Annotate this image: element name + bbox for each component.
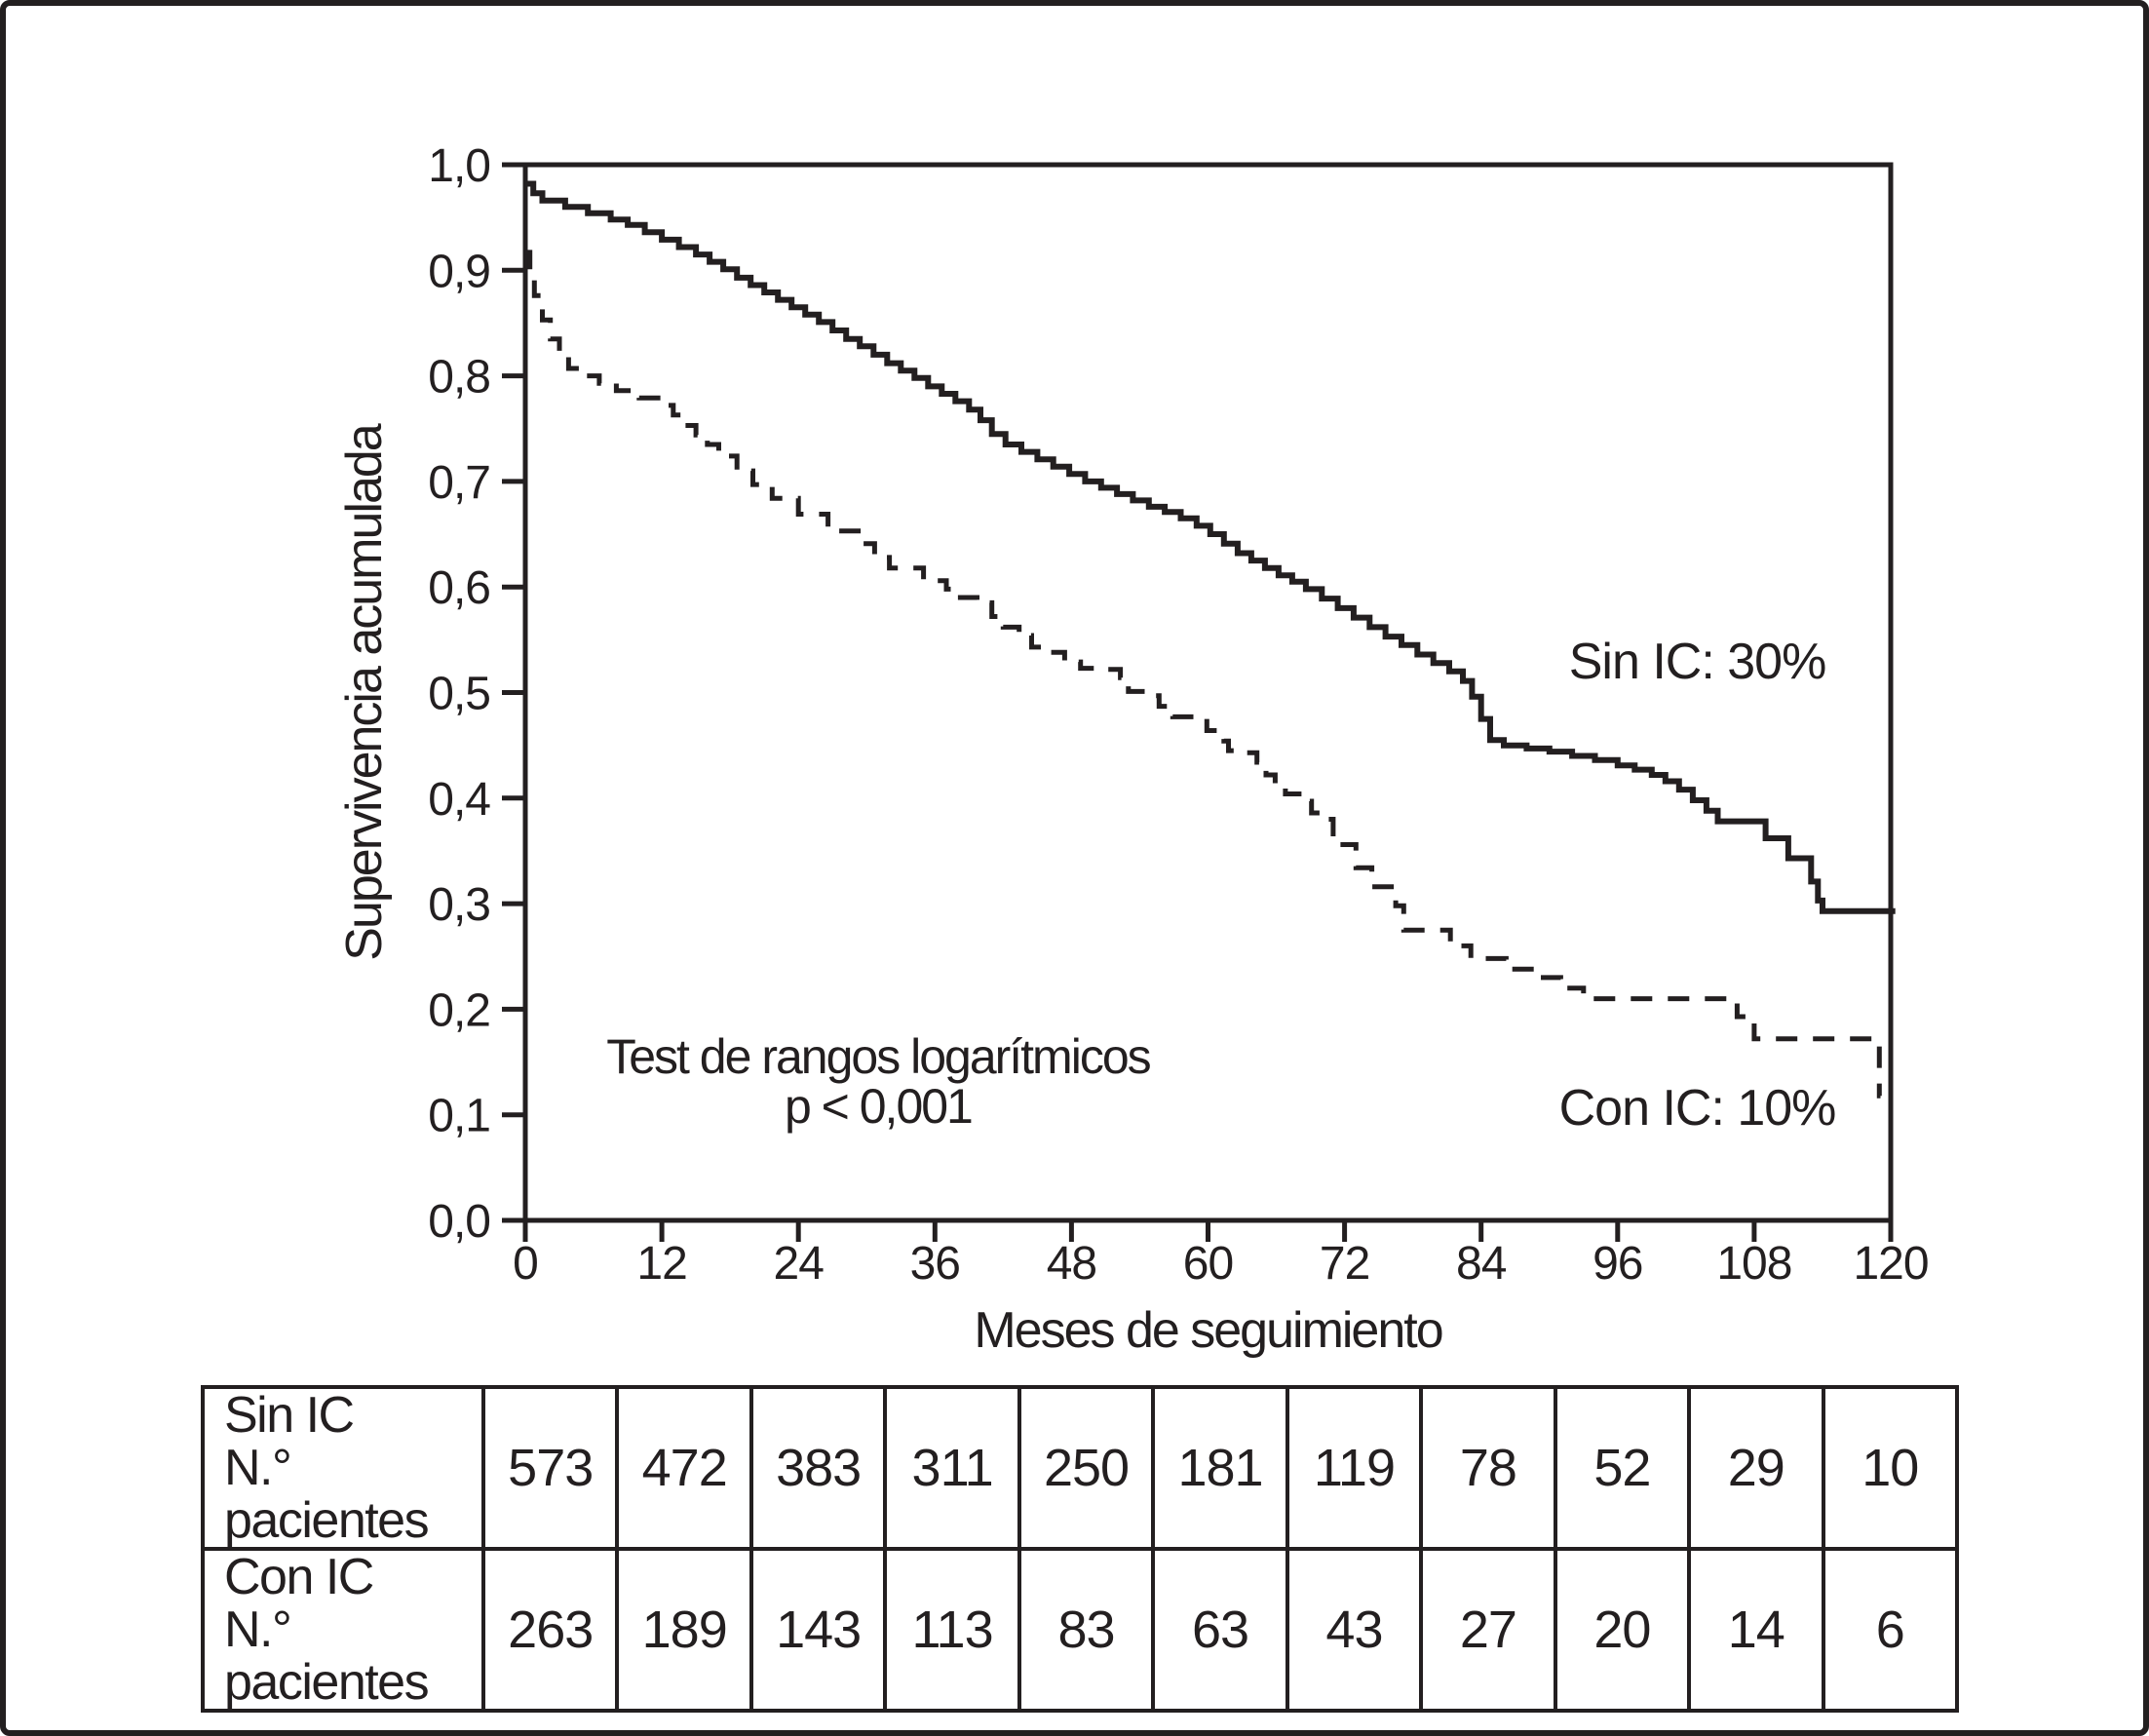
y-axis-title: Supervivencia acumulada [336,423,393,961]
x-tick-label: 36 [910,1238,960,1290]
risk-count-cell: 14 [1687,1547,1825,1714]
risk-count-cell: 6 [1821,1547,1960,1714]
risk-count-cell: 10 [1821,1384,1960,1552]
x-tick-label: 48 [1047,1238,1096,1290]
curve-label-con-ic: Con IC: 10% [1559,1080,1836,1137]
curve-label-sin-ic: Sin IC: 30% [1569,634,1826,690]
risk-table-row: Con IC N.° pacientes 263 189 143 113 83 63 43 27 2… [201,1547,1960,1714]
patients-at-risk-table: Sin IC N.° pacientes 573 472 383 311 250 181 119… [201,1384,1960,1714]
risk-count-cell: 20 [1553,1547,1692,1714]
risk-count-cell: 83 [1017,1547,1156,1714]
risk-row-label: Con IC N.° pacientes [201,1547,485,1714]
dashed-curve [525,250,1882,1099]
risk-row-label-group: Con IC [224,1549,374,1606]
y-tick-label: 0,1 [428,1091,490,1142]
solid-curve [525,180,1896,914]
risk-row-label: Sin IC N.° pacientes [201,1384,485,1552]
logrank-annotation-line: p < 0,001 [785,1079,972,1134]
risk-count-cell: 189 [615,1547,753,1714]
x-tick-label: 108 [1716,1238,1791,1290]
risk-count-cell: 43 [1285,1547,1424,1714]
survival-chart: 1,0 0,9 0,8 0,7 0,6 0,5 0,4 0,3 0,2 0,1 0,0 0 12 24 36… [336,140,1930,1359]
risk-count-cell: 311 [883,1384,1021,1552]
risk-count-cell: 52 [1553,1384,1692,1552]
logrank-annotation-line: Test de rangos logarítmicos [606,1029,1150,1084]
risk-count-cell: 27 [1419,1547,1557,1714]
y-tick-label: 0,9 [428,246,490,297]
risk-row-label-unit: N.° pacientes [224,1440,430,1550]
risk-row-label-group: Sin IC [224,1387,355,1444]
risk-count-cell: 181 [1151,1384,1289,1552]
y-tick-label: 0,5 [428,669,490,720]
y-tick-label: 0,6 [428,562,490,614]
x-tick-label: 72 [1320,1238,1369,1290]
risk-count-cell: 573 [480,1384,620,1552]
risk-count-cell: 29 [1687,1384,1825,1552]
x-axis-title: Meses de seguimiento [974,1302,1441,1359]
risk-count-cell: 113 [883,1547,1021,1714]
risk-count-cell: 78 [1419,1384,1557,1552]
risk-count-cell: 250 [1017,1384,1156,1552]
risk-count-cell: 119 [1285,1384,1424,1552]
risk-row-label-unit: N.° pacientes [224,1601,430,1712]
y-tick-label: 0,3 [428,879,490,931]
x-tick-label: 60 [1183,1238,1233,1290]
y-tick-label: 1,0 [428,140,490,192]
x-tick-label: 12 [636,1238,686,1290]
x-tick-label: 96 [1593,1238,1642,1290]
y-tick-label: 0,8 [428,352,490,404]
risk-count-cell: 143 [748,1547,888,1714]
x-tick-label: 84 [1456,1238,1507,1290]
risk-count-cell: 263 [480,1547,620,1714]
x-tick-label: 120 [1853,1238,1928,1290]
y-tick-label: 0,2 [428,984,490,1036]
y-tick-label: 0,0 [428,1196,490,1248]
x-tick-label: 0 [513,1238,538,1290]
y-tick-label: 0,4 [428,774,490,826]
risk-table-row: Sin IC N.° pacientes 573 472 383 311 250 181 119… [201,1384,1960,1552]
risk-count-cell: 383 [748,1384,888,1552]
x-tick-label: 24 [774,1238,825,1290]
risk-count-cell: 63 [1151,1547,1289,1714]
y-tick-label: 0,7 [428,457,490,509]
risk-count-cell: 472 [615,1384,753,1552]
